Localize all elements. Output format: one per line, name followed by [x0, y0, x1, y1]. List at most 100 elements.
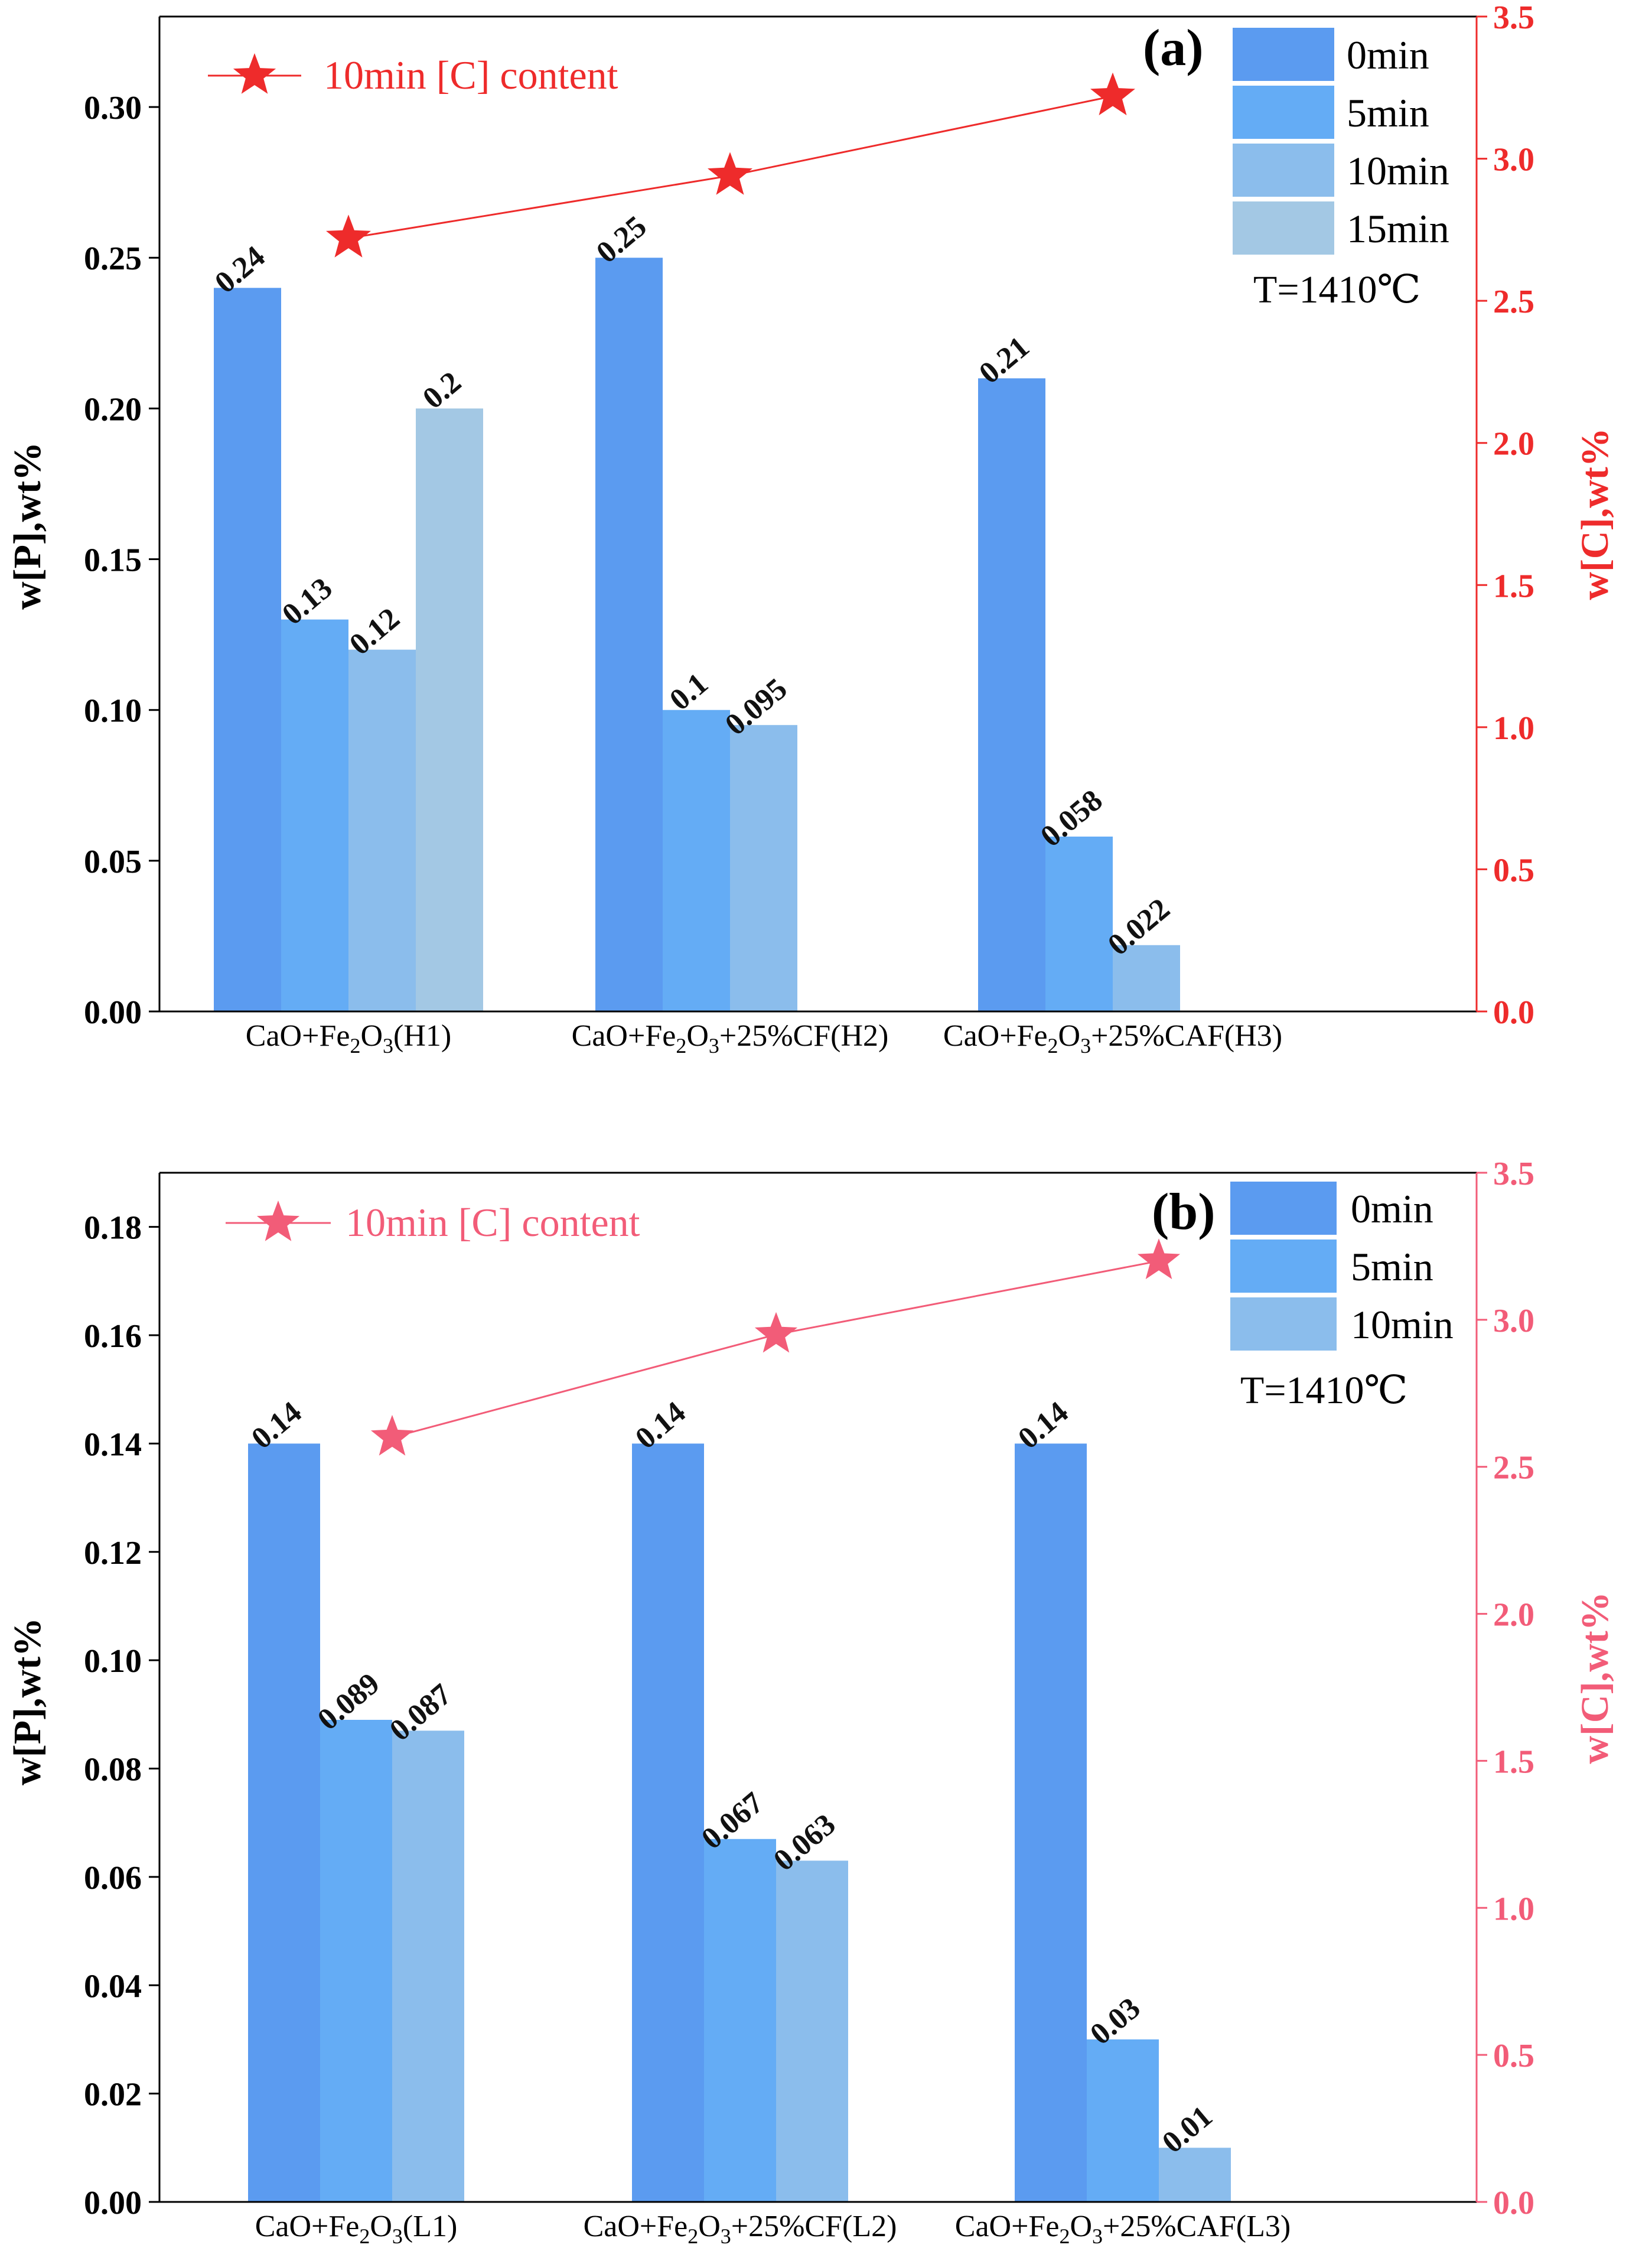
legend-series-label: 10min: [1351, 1302, 1454, 1347]
y-tick-label: 0.30: [84, 90, 142, 126]
category-label-part: CaO+Fe: [255, 2210, 360, 2243]
bar: [248, 1443, 320, 2202]
y-tick-label: 0.16: [84, 1318, 142, 1355]
carbon-star-marker: [708, 152, 752, 195]
category-label: CaO+Fe2O3+25%CF(H2): [572, 1019, 889, 1058]
y-tick-label: 0.10: [84, 1643, 142, 1680]
y2-tick-label: 0.5: [1493, 852, 1534, 889]
y2-tick-label: 1.0: [1493, 710, 1534, 747]
category-label-part: 2: [1059, 2224, 1070, 2248]
bar: [1113, 945, 1180, 1011]
category-label-part: 2: [350, 1034, 360, 1058]
y2-tick-label: 0.0: [1493, 994, 1534, 1031]
category-label-part: 2: [1048, 1034, 1058, 1058]
carbon-star-marker: [326, 214, 371, 258]
category-label-part: CaO+Fe: [246, 1019, 350, 1053]
temperature-annotation: T=1410℃: [1240, 1369, 1407, 1412]
y-tick-label: 0.25: [84, 240, 142, 277]
category-label-part: 3: [1092, 2224, 1103, 2248]
y-tick-label: 0.12: [84, 1535, 142, 1572]
y2-tick-label: 2.0: [1493, 426, 1534, 463]
legend-line-label: 10min [C] content: [346, 1200, 640, 1245]
category-label-part: 3: [1080, 1034, 1091, 1058]
y-tick-label: 0.18: [84, 1210, 142, 1247]
bar: [214, 288, 281, 1012]
bar: [416, 408, 483, 1011]
bar: [632, 1443, 704, 2202]
y-tick-label: 0.02: [84, 2077, 142, 2113]
y2-tick-label: 3.5: [1493, 0, 1534, 36]
category-label-part: 2: [359, 2224, 370, 2248]
legend-swatch: [1233, 144, 1334, 197]
y2-tick-label: 1.5: [1493, 568, 1534, 604]
y-tick-label: 0.15: [84, 542, 142, 579]
y-tick-label: 0.00: [84, 2185, 142, 2221]
bar: [1045, 837, 1113, 1011]
category-label-part: 3: [392, 2224, 403, 2248]
category-label-part: CaO+Fe: [584, 2210, 688, 2243]
legend-series-label: 5min: [1347, 90, 1429, 135]
y-tick-label: 0.10: [84, 693, 142, 730]
y-tick-label: 0.06: [84, 1860, 142, 1896]
legend-star-icon: [233, 53, 276, 94]
y2-tick-label: 1.5: [1493, 1743, 1534, 1780]
category-label-part: O: [1070, 2210, 1092, 2243]
category-label-part: +25%CAF(H3): [1091, 1019, 1282, 1053]
bar: [663, 710, 730, 1011]
y2-tick-label: 2.5: [1493, 1450, 1534, 1486]
category-label-part: CaO+Fe: [943, 1019, 1048, 1053]
category-label: CaO+Fe2O3+25%CAF(L3): [955, 2210, 1291, 2248]
category-label-part: CaO+Fe: [955, 2210, 1060, 2243]
category-label-part: 3: [721, 2224, 731, 2248]
category-label: CaO+Fe2O3+25%CAF(H3): [943, 1019, 1282, 1058]
temperature-annotation: T=1410℃: [1253, 268, 1420, 311]
legend-series-label: 0min: [1347, 32, 1429, 77]
bar: [776, 1860, 848, 2202]
category-label-part: O: [686, 1019, 709, 1053]
y2-tick-label: 1.0: [1493, 1891, 1534, 1927]
bar-value-label: 0.1: [663, 666, 714, 717]
bar: [392, 1730, 464, 2202]
legend-series-label: 10min: [1347, 148, 1449, 193]
panel-b: 0.14 0.14 0.140.0890.0670.030.0870.0630.01…: [6, 1156, 1617, 2248]
bar: [730, 725, 797, 1011]
y-tick-label: 0.04: [84, 1968, 142, 2005]
legend-swatch: [1230, 1240, 1337, 1293]
category-label-part: +25%CF(H2): [719, 1019, 888, 1053]
category-label-part: 2: [687, 2224, 698, 2248]
carbon-star-marker: [1137, 1238, 1181, 1280]
category-label: CaO+Fe2O3(L1): [255, 2210, 458, 2248]
bar: [595, 258, 663, 1011]
y2-tick-label: 3.0: [1493, 142, 1534, 178]
legend-swatch: [1233, 86, 1334, 139]
y-axis-title: w[P],wt%: [6, 442, 49, 610]
y2-tick-label: 3.0: [1493, 1303, 1534, 1339]
category-label-part: O: [360, 1019, 383, 1053]
category-label-part: O: [370, 2210, 392, 2243]
carbon-star-marker: [754, 1312, 798, 1353]
y2-tick-label: 2.0: [1493, 1597, 1534, 1634]
bar: [978, 378, 1045, 1011]
category-label-part: 3: [383, 1034, 393, 1058]
category-label-part: +25%CAF(L3): [1103, 2210, 1291, 2243]
category-label: CaO+Fe2O3+25%CF(L2): [584, 2210, 897, 2248]
carbon-star-marker: [370, 1414, 414, 1456]
legend-series-label: 15min: [1347, 206, 1449, 251]
y2-tick-label: 0.5: [1493, 2038, 1534, 2074]
y2-tick-label: 0.0: [1493, 2185, 1534, 2221]
legend-line-label: 10min [C] content: [324, 53, 618, 97]
y-tick-label: 0.05: [84, 844, 142, 880]
panel-label: (a): [1143, 19, 1204, 77]
panel-a: 0.24 0.250.210.130.10.0580.120.0950.0220.…: [6, 0, 1617, 1058]
legend-series-label: 5min: [1351, 1244, 1433, 1289]
y-tick-label: 0.14: [84, 1426, 142, 1463]
bar: [1159, 2148, 1231, 2202]
bar: [1015, 1443, 1087, 2202]
bar: [704, 1839, 776, 2202]
category-label: CaO+Fe2O3(H1): [246, 1019, 451, 1058]
category-label-part: (L1): [403, 2210, 457, 2243]
legend-swatch: [1233, 28, 1334, 81]
category-label-part: 2: [676, 1034, 686, 1058]
bar: [320, 1720, 392, 2202]
